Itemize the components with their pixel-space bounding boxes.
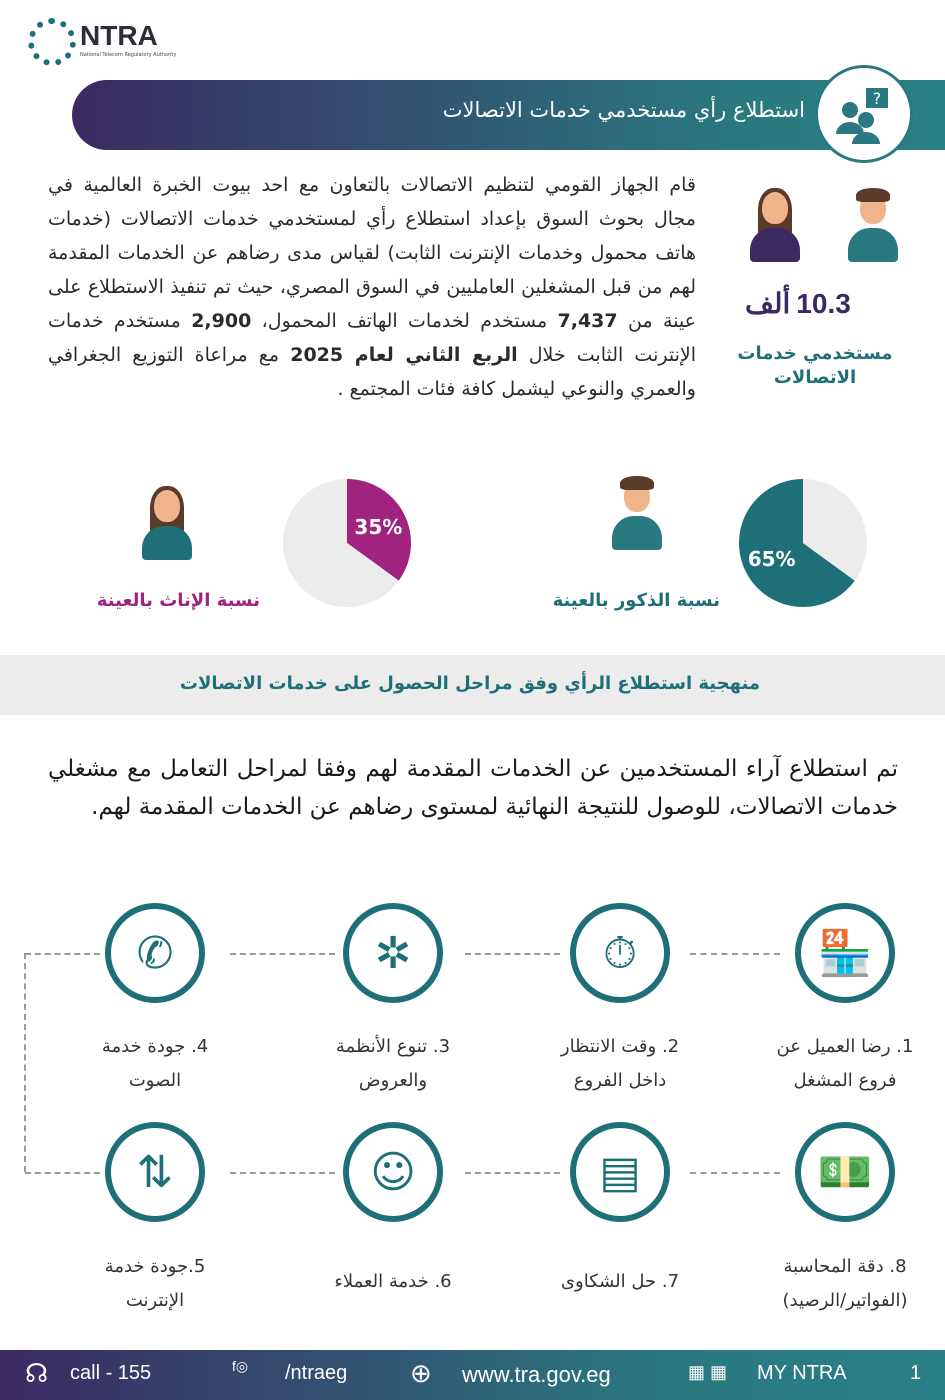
logo-subtitle: National Telecom Regulatory Authority <box>80 52 177 58</box>
headset-icon: ☊ <box>25 1358 49 1388</box>
step-2-label: 2. وقت الانتظار داخل الفروع <box>560 1036 680 1091</box>
globe-icon: ⊕ <box>410 1358 432 1388</box>
flow-arrow <box>25 1172 100 1174</box>
male-ratio-label: نسبة الذكور بالعينة <box>552 590 720 611</box>
flow-arrow <box>690 1172 780 1174</box>
users-question-icon: ? <box>815 65 913 163</box>
footer: ☊ call - 155 f◎ /ntraeg ⊕ www.tra.gov.eg… <box>0 1350 945 1400</box>
step-5-label: 5.جودة خدمة الإنترنت <box>104 1256 206 1311</box>
step-3-label: 3. تنوع الأنظمة والعروض <box>335 1036 451 1091</box>
step-7-label: 7. حل الشكاوى <box>560 1271 680 1292</box>
flow-arrow <box>690 953 780 955</box>
female-ratio-label: نسبة الإناث بالعينة <box>96 590 260 611</box>
document-icon: ▤ <box>599 1146 641 1198</box>
page-title: استطلاع رأي مستخدمي خدمات الاتصالات <box>442 98 805 122</box>
step-8-circle: 💵 <box>795 1122 895 1222</box>
website-link[interactable]: www.tra.gov.eg <box>462 1362 611 1387</box>
flow-arrow <box>465 953 560 955</box>
step-3-circle: ✲ <box>343 903 443 1003</box>
flow-arrow <box>230 1172 335 1174</box>
female-icon <box>142 486 192 560</box>
pie-slice <box>803 479 867 581</box>
step-6-circle: ☺ <box>343 1122 443 1222</box>
flow-connector <box>24 953 26 1172</box>
logo-mark-icon <box>28 18 76 66</box>
method-paragraph: تم استطلاع آراء المستخدمين عن الخدمات ال… <box>48 756 898 820</box>
network-icon: ✲ <box>374 927 412 979</box>
step-4-circle: ✆ <box>105 903 205 1003</box>
step-1-label: 1. رضا العميل عن فروع المشغل <box>776 1036 914 1091</box>
svg-text:?: ? <box>873 89 882 108</box>
flow-arrow <box>465 1172 560 1174</box>
pie-label: 35% <box>354 515 402 539</box>
social-icons: f◎ <box>232 1358 249 1374</box>
flow-arrow <box>25 953 100 955</box>
step-8-label: 8. دقة المحاسبة (الفواتير/الرصيد) <box>782 1256 908 1311</box>
updown-arrows-icon: ⇅ <box>136 1146 174 1198</box>
pie-slice <box>283 479 399 607</box>
step-2-circle: ⏱ <box>570 903 670 1003</box>
phone-icon: ✆ <box>136 927 174 979</box>
hotline[interactable]: call - 155 <box>70 1362 152 1384</box>
step-1-circle: 🏪 <box>795 903 895 1003</box>
app-name[interactable]: MY NTRA <box>757 1362 847 1384</box>
female-user-icon <box>750 188 800 262</box>
page-number: 1 <box>910 1362 922 1384</box>
flow-arrow <box>230 953 335 955</box>
step-7-circle: ▤ <box>570 1122 670 1222</box>
money-icon: 💵 <box>817 1147 873 1198</box>
step-4-label: 4. جودة خدمة الصوت <box>101 1036 209 1091</box>
section-header: منهجية استطلاع الرأي وفق مراحل الحصول عل… <box>0 655 945 715</box>
stopwatch-icon: ⏱ <box>602 927 638 979</box>
male-icon <box>612 476 662 550</box>
store-icon: 🏪 <box>817 928 873 979</box>
pie-slice <box>739 479 855 607</box>
qr-icon: ▦ ▦ <box>688 1362 728 1382</box>
pie-label: 65% <box>748 547 796 571</box>
ntra-logo: NTRA National Telecom Regulatory Authori… <box>28 18 178 70</box>
social-handle[interactable]: /ntraeg <box>285 1362 348 1384</box>
customer-service-icon: ☺ <box>370 1146 416 1198</box>
pie-slice <box>347 479 411 581</box>
section-title: منهجية استطلاع الرأي وفق مراحل الحصول عل… <box>179 673 760 694</box>
logo-name: NTRA <box>80 20 158 51</box>
intro-paragraph: قام الجهاز القومي لتنظيم الاتصالات بالتع… <box>48 174 696 400</box>
step-6-label: 6. خدمة العملاء <box>334 1271 452 1292</box>
title-banner: استطلاع رأي مستخدمي خدمات الاتصالات <box>72 80 945 150</box>
male-user-icon <box>848 188 898 262</box>
total-sample: 10.3ألف <box>745 288 851 319</box>
gender-pies: 65% 35% <box>283 479 867 607</box>
step-5-circle: ⇅ <box>105 1122 205 1222</box>
total-label: مستخدمي خدمات الاتصالات <box>737 343 893 388</box>
